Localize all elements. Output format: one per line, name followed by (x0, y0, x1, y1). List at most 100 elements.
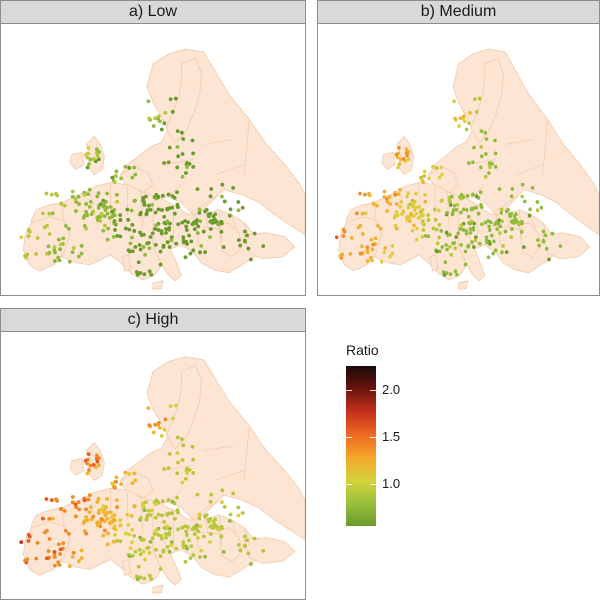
land-region (458, 280, 469, 290)
station-point (191, 553, 196, 557)
panel-low: a) Low (0, 0, 306, 296)
station-point (394, 209, 399, 214)
station-point (184, 533, 189, 537)
station-point (144, 517, 149, 522)
station-point (147, 423, 152, 428)
station-point (204, 513, 209, 518)
country-border (243, 119, 250, 175)
station-point (158, 262, 163, 267)
station-point (409, 212, 413, 217)
station-point (162, 121, 167, 126)
station-point (181, 443, 186, 448)
station-point (358, 223, 363, 228)
station-point (170, 416, 175, 421)
station-point (85, 165, 90, 170)
station-point (23, 558, 27, 563)
station-point (57, 258, 62, 263)
station-point (84, 202, 89, 206)
station-point (101, 533, 106, 538)
station-point (127, 165, 132, 170)
station-point (132, 165, 137, 170)
station-point (503, 229, 508, 234)
station-point (61, 541, 66, 546)
station-point (87, 187, 92, 192)
station-point (175, 144, 180, 149)
station-point (74, 505, 79, 510)
station-point (184, 224, 189, 229)
station-point (115, 199, 120, 204)
station-point (136, 564, 141, 569)
station-point (34, 556, 39, 561)
panel-title-low: a) Low (0, 0, 306, 24)
station-point (461, 194, 466, 199)
station-point (198, 555, 202, 559)
land-region (122, 254, 132, 272)
station-point (156, 194, 161, 199)
station-point (132, 534, 137, 538)
station-point (123, 531, 128, 536)
legend-tick-label: 2.0 (382, 381, 401, 397)
station-point (52, 553, 57, 557)
station-point (170, 109, 175, 114)
station-point (70, 189, 75, 194)
station-point (161, 245, 166, 249)
station-point (94, 147, 99, 152)
station-point (245, 233, 249, 238)
land-region (458, 224, 486, 282)
station-point (476, 211, 481, 216)
station-point (493, 248, 498, 253)
station-point (361, 232, 365, 236)
station-point (388, 254, 392, 259)
station-point (423, 199, 428, 204)
station-point (151, 430, 156, 435)
station-point (405, 218, 410, 222)
station-point (159, 534, 164, 538)
land-region (120, 356, 305, 541)
station-point (96, 205, 101, 210)
station-point (398, 187, 402, 192)
station-point (138, 271, 143, 275)
station-point (130, 175, 135, 180)
station-point (153, 116, 158, 121)
station-point (463, 249, 468, 254)
station-point (143, 557, 148, 562)
station-point (472, 221, 476, 226)
station-point (175, 190, 179, 195)
station-point (118, 518, 123, 523)
country-border (140, 495, 144, 535)
station-point (411, 202, 416, 207)
station-point (105, 237, 110, 242)
station-point (365, 245, 370, 250)
station-point (47, 232, 52, 236)
station-point (464, 229, 469, 233)
station-point (101, 228, 106, 233)
station-point (479, 144, 483, 149)
station-point (201, 229, 206, 234)
station-point (47, 536, 52, 541)
station-point (188, 556, 193, 561)
station-point (81, 215, 86, 220)
station-point (406, 150, 411, 154)
station-point (431, 164, 435, 169)
station-point (175, 435, 180, 440)
station-point (399, 199, 403, 204)
station-point (176, 460, 181, 465)
station-point (44, 556, 49, 561)
country-border (215, 164, 245, 175)
station-point (113, 533, 117, 537)
station-point (499, 207, 504, 212)
station-point (160, 208, 164, 212)
station-point (174, 241, 179, 246)
station-point (118, 539, 123, 544)
station-point (412, 208, 417, 212)
station-point (454, 207, 459, 212)
station-point (133, 172, 138, 177)
station-point (541, 229, 546, 234)
station-point (466, 245, 470, 249)
station-point (181, 235, 186, 240)
ratio-legend: Ratio 2.0 1.5 1.0 (340, 342, 460, 532)
station-point (195, 218, 199, 223)
station-point (444, 243, 448, 247)
station-point (473, 238, 478, 243)
station-point (19, 235, 24, 240)
